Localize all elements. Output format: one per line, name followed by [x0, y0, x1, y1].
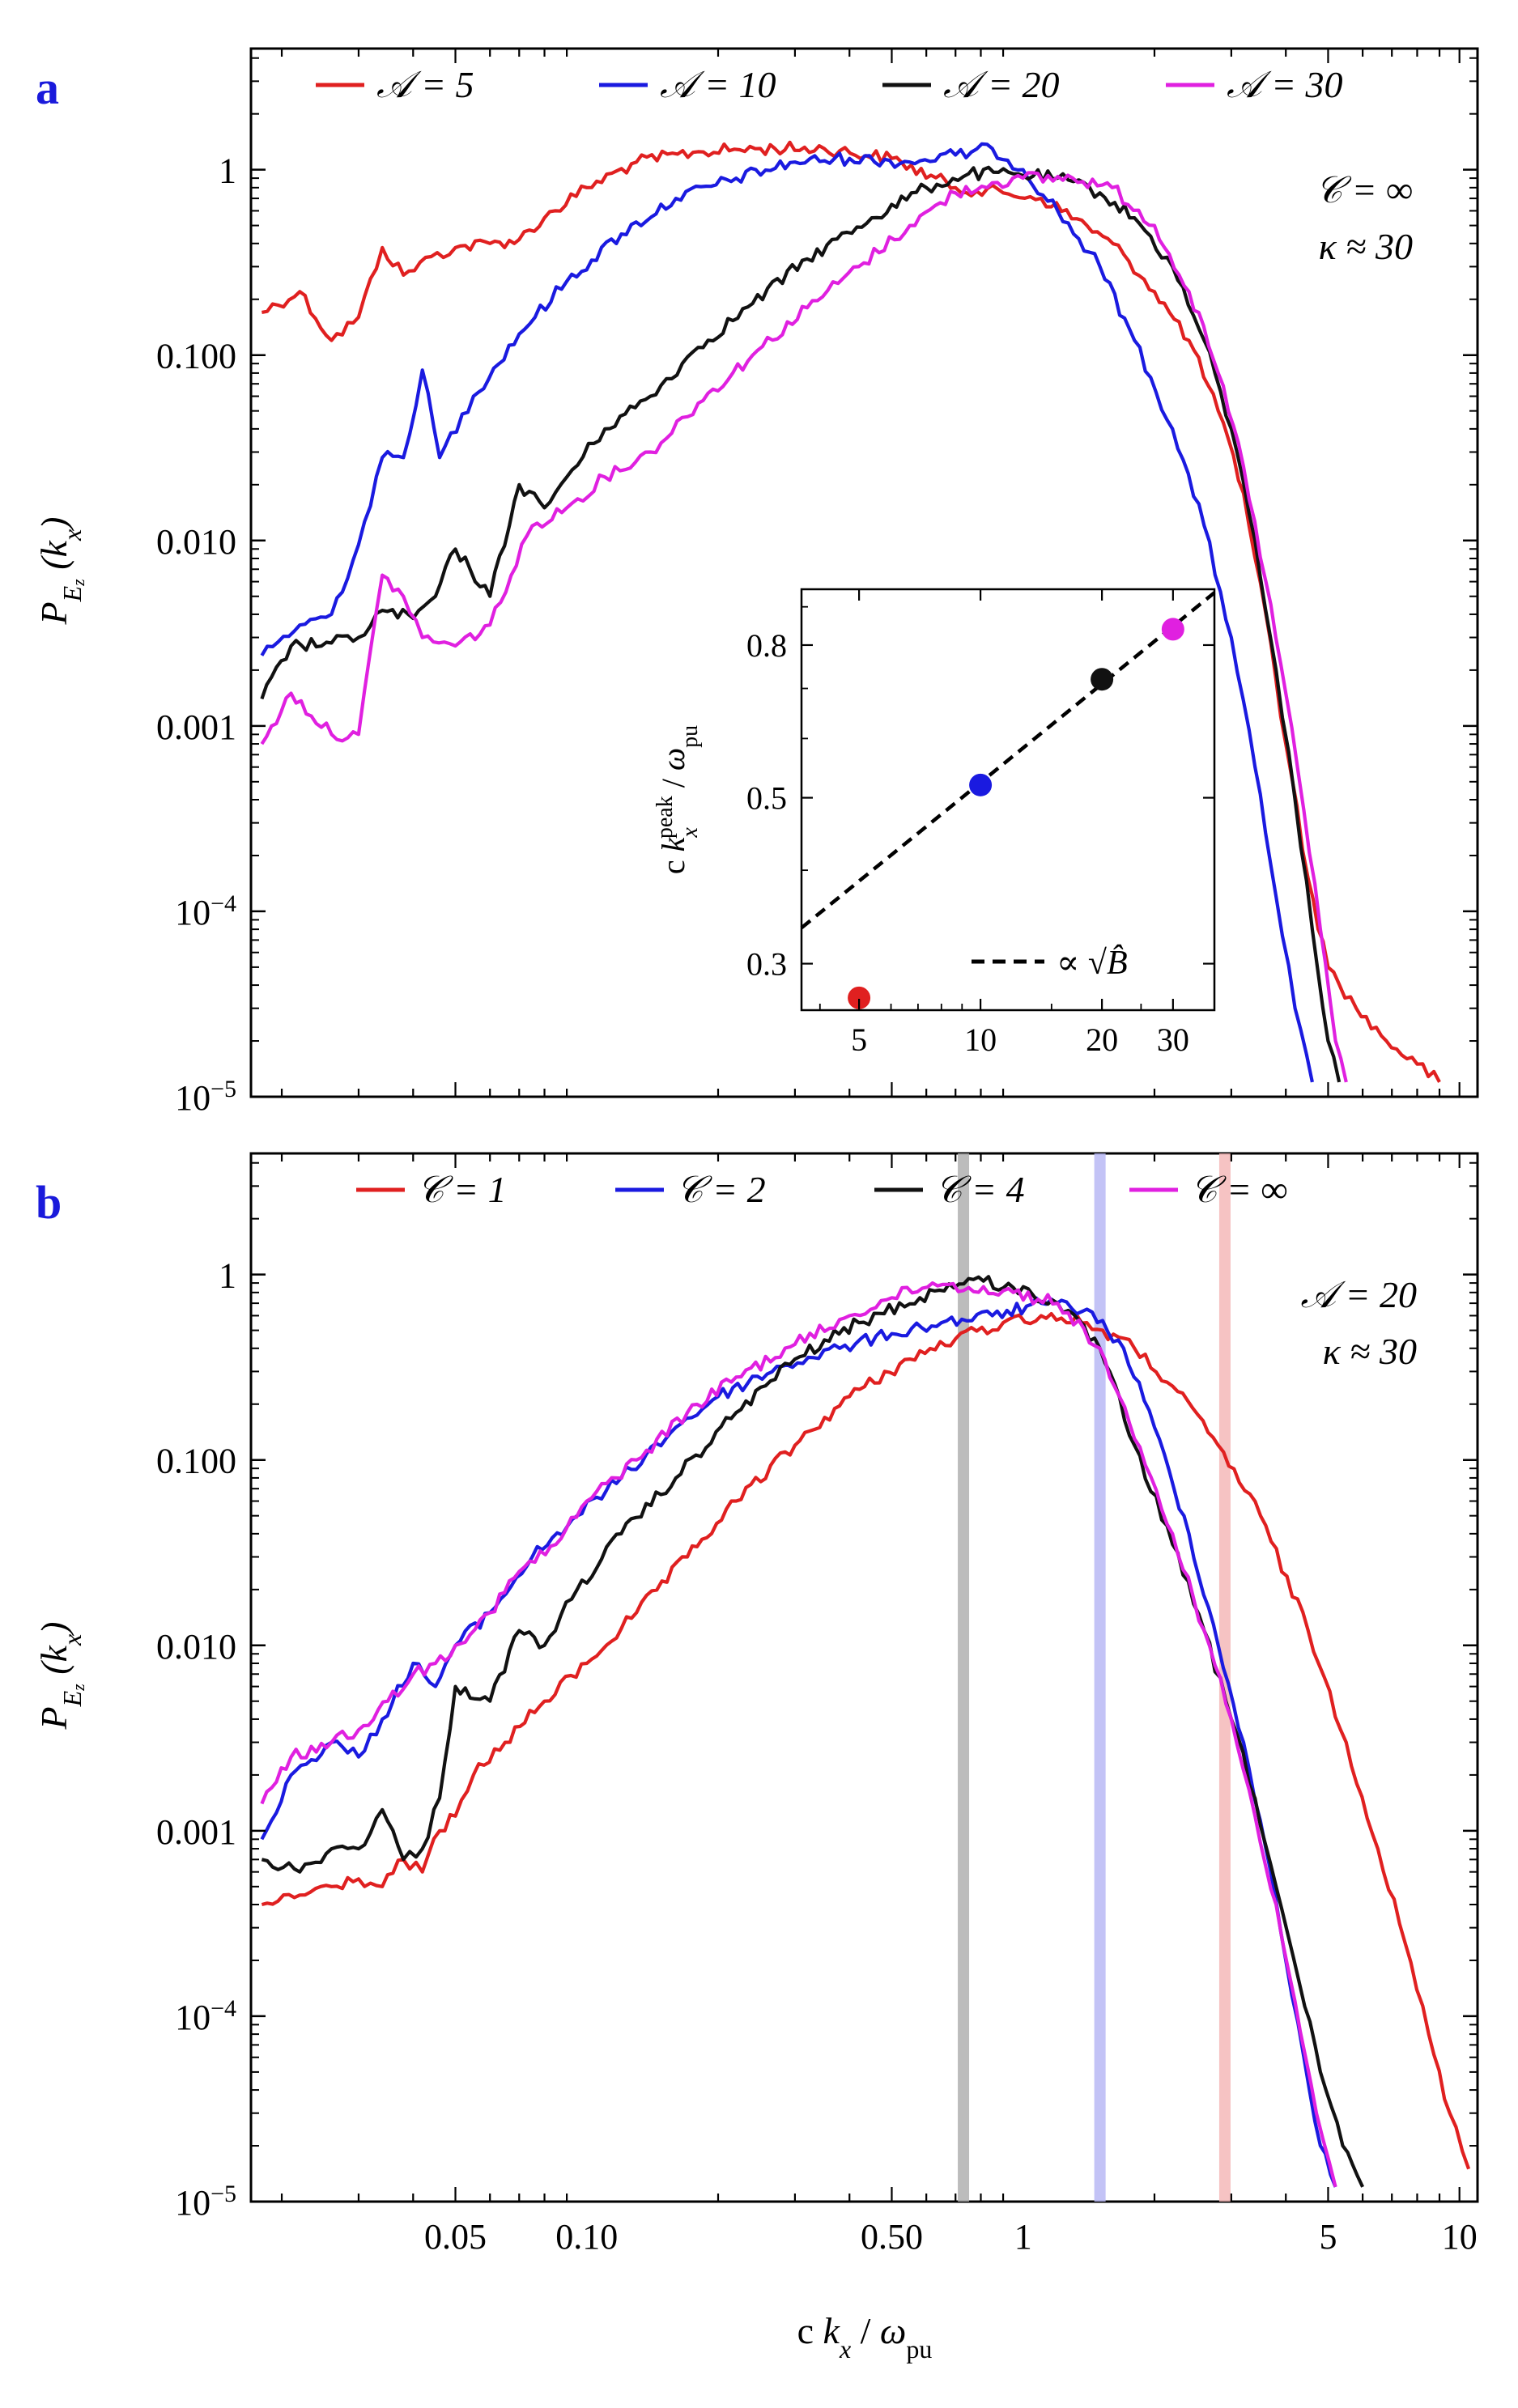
inset-point [1091, 668, 1114, 691]
inset-point [969, 773, 993, 796]
y-tick-label: 0.100 [156, 1442, 236, 1481]
series-line [260, 1296, 1337, 2188]
series-line [261, 1275, 1365, 2188]
panel-b-series [260, 1275, 1471, 2188]
inset-point [1161, 618, 1184, 641]
series-line [260, 142, 1314, 1083]
inset-y-ticks: 0.3 0.5 0.8 [746, 605, 1214, 983]
y-tick-label: 1 [219, 151, 236, 191]
y-tick-label: 0.001 [156, 1812, 236, 1852]
panel-b-legend: 𝒞 = 1 𝒞 = 2 𝒞 = 4 𝒞 = ∞ [356, 1169, 1287, 1210]
series-line [260, 165, 1342, 1083]
inset-x-tick-label: 30 [1157, 1021, 1189, 1058]
vertical-band [1094, 1153, 1106, 2202]
x-tick-label: 1 [1014, 2217, 1032, 2257]
panel-label-b: b [36, 1176, 62, 1229]
x-tick-label: 0.05 [424, 2217, 487, 2257]
legend-label: 𝒞 = ∞ [1190, 1169, 1287, 1210]
vertical-band [958, 1153, 970, 2202]
inset-fit-legend: ∝ √B̂ [972, 944, 1128, 982]
x-tick-label: 0.50 [861, 2217, 923, 2257]
y-tick-label: 0.100 [156, 337, 236, 376]
panel-b-frame [249, 1152, 1479, 2203]
x-tick-label: 0.10 [555, 2217, 618, 2257]
inset-x-tick-label: 10 [964, 1021, 997, 1058]
panel-a-annotation-kappa: κ ≈ 30 [1319, 226, 1413, 267]
series-line [260, 171, 1348, 1083]
series-line [260, 1281, 1337, 2188]
panel-a-series [260, 140, 1441, 1083]
panel-b-x-ticks: 0.05 0.10 0.50 1 5 10 [280, 1153, 1478, 2257]
y-tick-label: 0.010 [156, 1627, 236, 1667]
panel-a-frame [249, 47, 1479, 1098]
y-tick-label: 0.001 [156, 707, 236, 747]
inset-frame [800, 588, 1216, 1012]
y-tick-label: 1 [219, 1256, 236, 1296]
legend-label: 𝒜 = 30 [1227, 64, 1343, 105]
legend-label: 𝒞 = 4 [935, 1169, 1025, 1210]
legend-label: 𝒞 = 1 [417, 1169, 507, 1210]
panel-a-annotation-c: 𝒞 = ∞ [1316, 169, 1413, 210]
legend-label: 𝒜 = 10 [660, 64, 776, 105]
x-tick-label: 5 [1319, 2217, 1337, 2257]
inset-points [848, 618, 1184, 1009]
panel-label-a: a [36, 62, 59, 114]
legend-label: 𝒜 = 5 [376, 64, 474, 105]
series-line [261, 1311, 1471, 2170]
x-tick-label: 10 [1442, 2217, 1478, 2257]
legend-label: 𝒜 = 20 [943, 64, 1060, 105]
inset-y-tick-label: 0.5 [746, 780, 787, 817]
y-tick-label: 0.010 [156, 522, 236, 562]
legend-label: 𝒞 = 2 [676, 1169, 766, 1210]
inset-fit-line [800, 591, 1216, 930]
inset-y-tick-label: 0.3 [746, 946, 787, 983]
inset-x-ticks: 5 10 20 30 [819, 589, 1189, 1058]
inset-x-tick-label: 5 [851, 1021, 867, 1058]
panel-b-annotation-kappa: κ ≈ 30 [1323, 1331, 1417, 1372]
inset-fit-legend-label: ∝ √B̂ [1057, 944, 1128, 982]
inset-point [848, 986, 871, 1009]
series-line [262, 140, 1441, 1083]
panel-b-annotation-a: 𝒜 = 20 [1300, 1274, 1417, 1315]
panel-a-x-ticks [280, 49, 1461, 1097]
inset-y-tick-label: 0.8 [746, 627, 787, 664]
fit-line [800, 591, 1216, 930]
panel-a-legend: 𝒜 = 5 𝒜 = 10 𝒜 = 20 𝒜 = 30 [316, 64, 1343, 105]
inset-x-tick-label: 20 [1086, 1021, 1118, 1058]
